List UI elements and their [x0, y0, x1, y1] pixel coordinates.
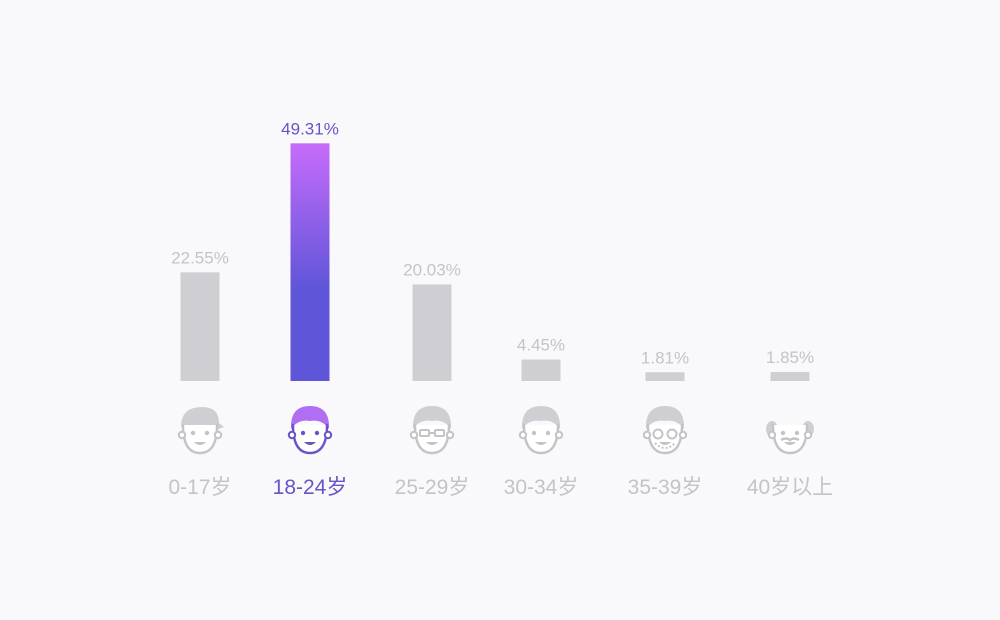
category-label-1: 0-17岁: [168, 476, 231, 499]
bearded-glasses-man-face-icon: [642, 406, 688, 455]
value-label-6: 1.85%: [766, 348, 814, 367]
category-label-4: 30-34岁: [504, 476, 579, 499]
category-label-2: 18-24岁: [273, 476, 348, 499]
bar-4: [521, 359, 561, 381]
value-label-3: 20.03%: [403, 260, 461, 279]
category-label-5: 35-39岁: [628, 476, 703, 499]
bar-5: [645, 372, 685, 381]
bars-layer: [180, 143, 810, 381]
category-label-3: 25-29岁: [395, 476, 470, 499]
category-label-6: 40岁以上: [747, 476, 833, 499]
bald-elder-face-icon: [766, 421, 814, 455]
value-label-1: 22.55%: [171, 248, 229, 267]
value-label-2: 49.31%: [281, 119, 339, 138]
bar-3: [412, 284, 452, 381]
child-cap-face-icon: [177, 407, 224, 455]
bar-2: [290, 143, 330, 381]
value-label-5: 1.81%: [641, 348, 689, 367]
icons-layer: [177, 406, 814, 455]
bar-1: [180, 272, 220, 381]
glasses-man-face-icon: [409, 406, 455, 455]
young-man-face-icon: [287, 406, 333, 455]
adult-man-face-icon: [518, 406, 564, 455]
labels-layer: 22.55% 0-17岁 49.31% 18-24岁 20.03% 25-29岁 4.45%…: [168, 119, 833, 499]
bar-6: [770, 372, 810, 381]
value-label-4: 4.45%: [517, 336, 565, 355]
